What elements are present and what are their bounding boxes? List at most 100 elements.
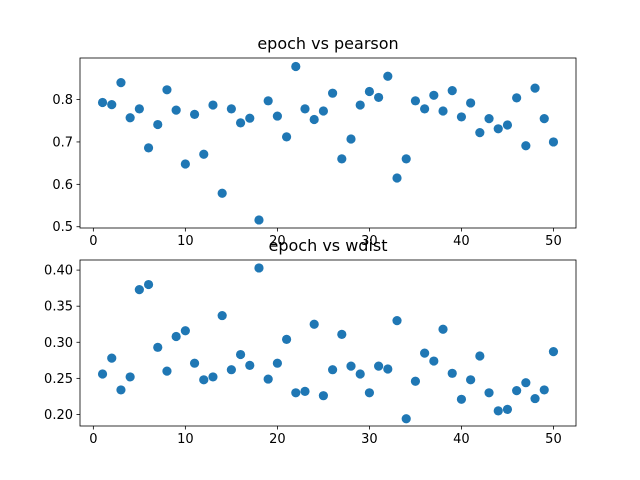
wdist-y-tick-label: 0.40 — [44, 264, 73, 279]
wdist-data-point — [493, 406, 503, 416]
wdist-x-tick-label: 10 — [177, 432, 194, 447]
pearson-data-point — [189, 109, 200, 119]
pearson-data-point — [281, 132, 292, 142]
pearson-data-point — [429, 90, 439, 100]
wdist-data-point — [484, 388, 494, 398]
pearson-data-point — [208, 100, 218, 110]
wdist-data-point — [447, 368, 457, 378]
wdist-data-point — [309, 319, 319, 329]
wdist-data-point — [318, 391, 328, 401]
wdist-data-point — [420, 348, 430, 358]
wdist-data-point — [97, 369, 108, 379]
pearson-chart-title: epoch vs pearson — [257, 34, 398, 53]
pearson-data-point — [328, 88, 338, 98]
pearson-data-point — [539, 114, 549, 124]
wdist-data-point — [410, 376, 421, 386]
pearson-data-point — [512, 93, 522, 103]
wdist-data-point — [337, 329, 347, 339]
pearson-y-tick-label: 0.5 — [52, 220, 73, 235]
pearson-data-point — [291, 61, 301, 72]
pearson-x-tick-label: 10 — [177, 234, 194, 249]
wdist-data-point — [521, 378, 531, 388]
wdist-chart-title: epoch vs wdist — [269, 236, 388, 255]
wdist-x-tick-label: 40 — [453, 432, 470, 447]
wdist-data-point — [475, 351, 485, 361]
wdist-x-tick-label: 20 — [269, 432, 286, 447]
wdist-data-point — [171, 331, 181, 342]
wdist-data-point — [456, 394, 467, 404]
pearson-data-point — [456, 112, 467, 122]
wdist-data-point — [383, 364, 393, 374]
wdist-data-point — [512, 386, 522, 396]
pearson-x-tick-label: 0 — [89, 234, 97, 249]
wdist-data-point — [355, 369, 365, 379]
pearson-data-point — [318, 106, 328, 116]
pearson-data-point — [300, 104, 310, 114]
wdist-y-tick-label: 0.30 — [44, 336, 73, 351]
wdist-data-point — [438, 324, 448, 334]
pearson-data-point — [346, 134, 356, 144]
wdist-data-point — [530, 393, 540, 404]
wdist-x-tick-label: 0 — [89, 432, 97, 447]
wdist-x-tick-label: 30 — [361, 432, 378, 447]
pearson-data-point — [134, 104, 144, 114]
pearson-data-point — [125, 113, 135, 123]
pearson-data-point — [254, 215, 264, 225]
wdist-data-point — [153, 342, 163, 352]
pearson-data-point — [226, 104, 236, 114]
wdist-data-point — [291, 388, 301, 398]
pearson-axes: epoch vs pearson 0 10 20 30 40 50 0.5 0.6 0.7 0.8 — [52, 34, 577, 249]
pearson-data-point — [217, 188, 227, 198]
wdist-data-point — [281, 334, 292, 344]
pearson-data-point — [383, 71, 393, 81]
wdist-data-point — [143, 279, 154, 290]
pearson-data-point — [162, 85, 172, 95]
pearson-data-point — [309, 114, 319, 125]
pearson-x-tick-label: 20 — [269, 234, 286, 249]
pearson-x-tick-label: 50 — [545, 234, 562, 249]
wdist-data-point — [199, 375, 209, 385]
pearson-x-tick-label: 30 — [361, 234, 378, 249]
wdist-data-point — [466, 375, 476, 385]
wdist-data-point — [254, 263, 264, 273]
wdist-data-point — [134, 284, 144, 295]
wdist-data-point — [429, 356, 439, 366]
pearson-y-tick-label: 0.6 — [52, 178, 73, 193]
pearson-data-point — [438, 106, 448, 116]
wdist-data-point — [364, 388, 375, 398]
wdist-data-point — [548, 347, 559, 357]
pearson-data-point — [272, 111, 282, 121]
wdist-points — [97, 263, 559, 424]
pearson-data-point — [447, 86, 457, 96]
pearson-y-tick-label: 0.8 — [52, 93, 73, 108]
wdist-data-point — [235, 349, 246, 360]
wdist-data-point — [125, 372, 135, 382]
wdist-data-point — [245, 360, 255, 370]
wdist-axes: 0 10 20 30 40 50 0.20 0.25 0.30 0.35 0.40 epoch vs… — [44, 236, 577, 447]
wdist-data-point — [217, 310, 227, 321]
pearson-plot-frame — [79, 57, 577, 229]
pearson-data-point — [493, 124, 503, 134]
wdist-data-point — [300, 386, 310, 396]
wdist-data-point — [272, 358, 282, 368]
wdist-data-point — [328, 365, 338, 375]
pearson-data-point — [374, 92, 384, 103]
pearson-data-point — [530, 83, 540, 93]
wdist-data-point — [263, 374, 273, 384]
wdist-y-tick-label: 0.20 — [44, 408, 73, 423]
wdist-data-point — [208, 372, 218, 382]
pearson-x-tick-label: 40 — [453, 234, 470, 249]
wdist-data-point — [226, 365, 236, 375]
pearson-data-point — [245, 113, 255, 123]
pearson-data-point — [364, 86, 375, 97]
pearson-data-point — [466, 98, 476, 108]
wdist-y-tick-label: 0.25 — [44, 372, 73, 387]
pearson-data-point — [484, 114, 494, 124]
pearson-data-point — [502, 120, 513, 130]
wdist-ticks: 0 10 20 30 40 50 0.20 0.25 0.30 0.35 0.40 — [44, 264, 562, 447]
wdist-data-point — [107, 353, 117, 363]
pearson-points — [97, 61, 559, 225]
pearson-data-point — [355, 100, 365, 110]
pearson-data-point — [548, 137, 559, 147]
pearson-y-tick-label: 0.7 — [52, 135, 73, 150]
